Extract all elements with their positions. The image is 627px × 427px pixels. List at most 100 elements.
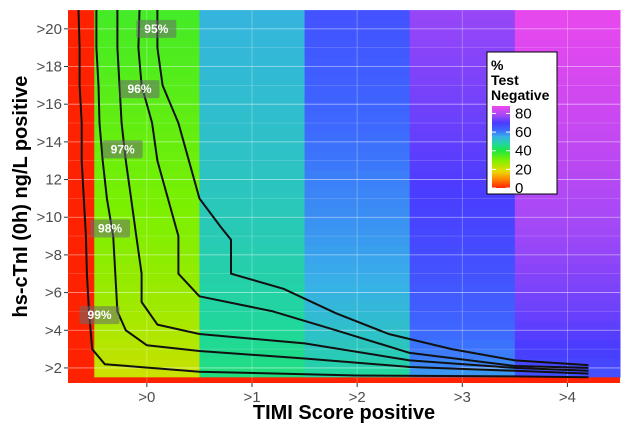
heatmap-cell [514, 320, 621, 331]
y-tick-label: >16 [37, 96, 62, 113]
heatmap-cell [199, 47, 306, 58]
heatmap-cell [304, 311, 411, 322]
heatmap-cell [304, 94, 411, 105]
heatmap-cell [199, 311, 306, 322]
contour-label-bg [90, 219, 131, 238]
heatmap-cell [94, 311, 200, 322]
heatmap-cell [199, 85, 306, 96]
heatmap-cell [68, 330, 95, 341]
heatmap-cell [514, 123, 621, 133]
heatmap-cell [68, 245, 95, 256]
heatmap-cell [304, 38, 411, 49]
heatmap-cell [199, 179, 306, 190]
heatmap-cell [304, 57, 411, 68]
heatmap-cell [514, 151, 621, 162]
heatmap-cell [304, 292, 411, 303]
heatmap-cell [94, 179, 200, 190]
contour-line-99pct [77, 9, 589, 379]
heatmap-cell [514, 47, 621, 58]
heatmap-cell [514, 170, 621, 181]
contour-label: 98% [98, 222, 122, 236]
heatmap-cell [514, 188, 621, 199]
grid-lines [68, 9, 620, 383]
heatmap-cell [199, 339, 306, 350]
heatmap-cell [409, 188, 516, 199]
heatmap-cell [94, 123, 200, 133]
heatmap-cell [94, 141, 200, 152]
y-tick-label: >14 [37, 134, 62, 151]
heatmap-cell [514, 28, 621, 39]
x-axis-ticks: >0 >1 >2 >3 >4 [138, 383, 576, 406]
contour-label-bg [102, 140, 143, 159]
heatmap-cell [304, 198, 411, 209]
heatmap-cell [409, 38, 516, 49]
heatmap-cell [409, 217, 516, 228]
heatmap-cell [304, 10, 411, 20]
heatmap-cell [199, 320, 306, 331]
heatmap-cell [304, 113, 411, 124]
y-tick-label: >8 [45, 247, 62, 264]
heatmap-cell [199, 170, 306, 181]
heatmap-cell [409, 123, 516, 133]
heatmap-cell [94, 245, 200, 256]
heatmap-cell [68, 75, 95, 86]
heatmap-cell [304, 330, 411, 341]
heatmap-cell [94, 273, 200, 284]
y-tick-label: >10 [37, 209, 62, 226]
heatmap-cell [304, 367, 411, 378]
heatmap-cell [199, 217, 306, 228]
heatmap-cell [68, 38, 95, 49]
heatmap-cell [94, 207, 200, 218]
heatmap-cell [409, 273, 516, 284]
heatmap-cell [199, 283, 306, 294]
heatmap-cell [68, 179, 95, 190]
heatmap-cell [409, 10, 516, 20]
heatmap-cell [94, 226, 200, 237]
heatmap-cell [409, 132, 516, 143]
legend-title-line-1: % [491, 57, 504, 73]
heatmap-cell [304, 141, 411, 152]
heatmap-cell [304, 188, 411, 199]
y-axis-ticks: >2 >4 >6 >8 >10 12 >14 >16 >18 >20 [37, 21, 68, 377]
heatmap-cell [68, 236, 95, 246]
heatmap-cell [94, 254, 200, 265]
heatmap-cell [409, 179, 516, 190]
heatmap-cell [304, 339, 411, 350]
heatmap-cell [409, 85, 516, 96]
heatmap-cell [409, 207, 516, 218]
contour-label: 97% [111, 142, 135, 156]
legend-label: 20 [515, 161, 532, 178]
heatmap-cell [94, 330, 200, 341]
heatmap-cell [94, 367, 200, 378]
heatmap-cell [199, 264, 306, 275]
heatmap-cell [514, 264, 621, 275]
heatmap-cell [199, 151, 306, 162]
heatmap-cell [514, 245, 621, 256]
contour-labels: 95% 96% 97% 98% 99% [79, 19, 177, 325]
heatmap-cell [304, 179, 411, 190]
heatmap-cell [94, 320, 200, 331]
heatmap-cell [514, 311, 621, 322]
contour-label: 95% [144, 22, 168, 36]
heatmap-cell [199, 66, 306, 77]
heatmap-cell [199, 198, 306, 209]
heatmap-cell [514, 254, 621, 265]
heatmap-cell [514, 273, 621, 284]
heatmap-cell [304, 226, 411, 237]
heatmap-cell [68, 47, 95, 58]
heatmap-cell [94, 198, 200, 209]
heatmap-cell [514, 57, 621, 68]
contour-label-bg [79, 306, 120, 325]
heatmap-cell [199, 207, 306, 218]
heatmap-cell [304, 320, 411, 331]
heatmap-cell [409, 283, 516, 294]
heatmap-cell [68, 367, 95, 378]
legend-title-line-3: Negative [491, 87, 550, 103]
heatmap-cell [514, 349, 621, 360]
heatmap-cell [68, 358, 95, 369]
heatmap-cell [199, 10, 306, 20]
heatmap-cell [94, 10, 200, 20]
heatmap-cell [94, 188, 200, 199]
